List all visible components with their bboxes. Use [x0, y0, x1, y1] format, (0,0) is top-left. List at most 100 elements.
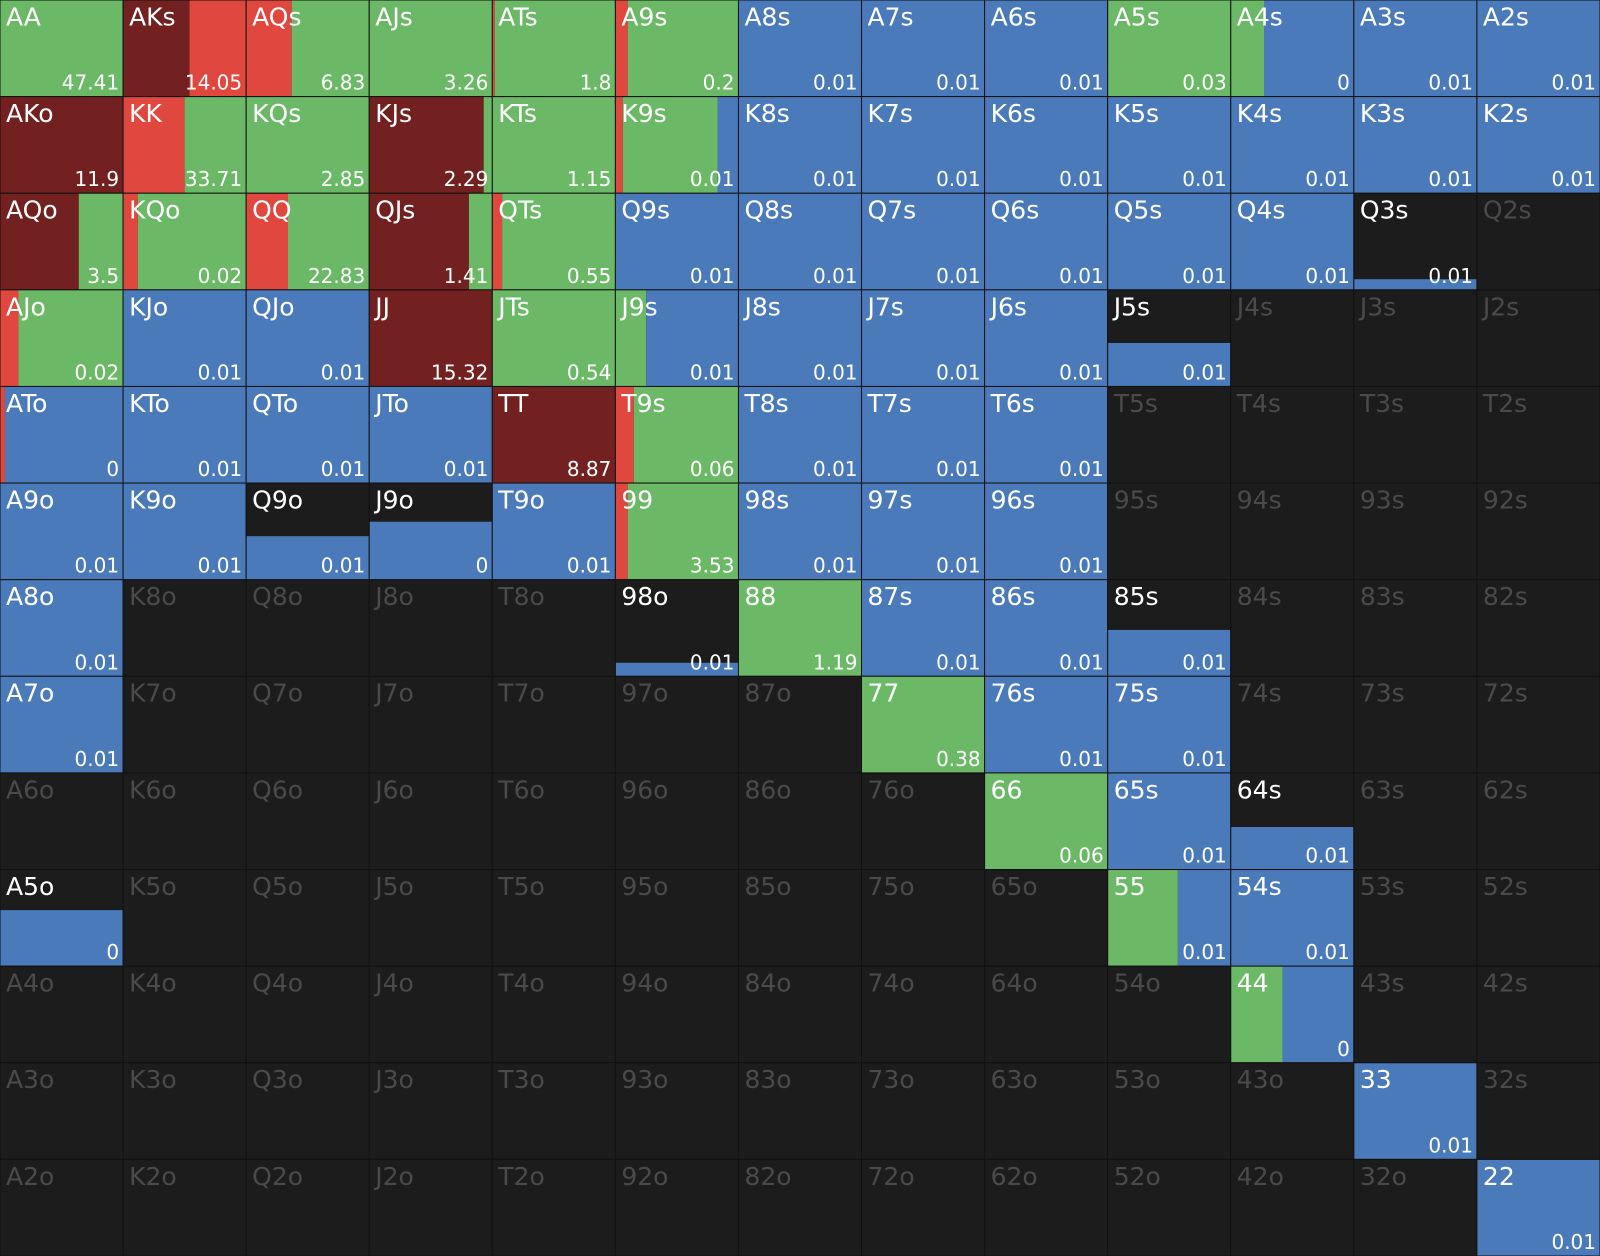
cell[interactable] [246, 966, 370, 1063]
cell[interactable] [1476, 386, 1600, 484]
cell[interactable] [246, 579, 370, 677]
hand-label: J3s [1358, 292, 1396, 321]
cell[interactable] [0, 1159, 124, 1256]
cell[interactable] [369, 772, 493, 870]
cell[interactable] [246, 772, 370, 870]
cell[interactable] [861, 1159, 985, 1256]
cell[interactable] [369, 676, 493, 773]
cell[interactable] [1476, 869, 1600, 967]
cell[interactable] [1353, 966, 1477, 1063]
cell[interactable] [123, 869, 247, 967]
cell[interactable] [738, 676, 862, 773]
cell[interactable] [984, 966, 1108, 1063]
cell[interactable] [246, 1062, 370, 1160]
cell[interactable] [1230, 386, 1354, 484]
cell[interactable] [1353, 579, 1477, 677]
cell[interactable] [738, 772, 862, 870]
cell[interactable] [492, 869, 616, 967]
cell[interactable] [861, 966, 985, 1063]
cell[interactable] [738, 869, 862, 967]
hand-label: K2o [129, 1162, 177, 1191]
cell[interactable] [1476, 289, 1600, 387]
cell[interactable] [0, 966, 124, 1063]
cell[interactable] [492, 772, 616, 870]
cell[interactable] [123, 1062, 247, 1160]
cell[interactable] [246, 676, 370, 773]
cell[interactable] [1353, 772, 1477, 870]
hand-value: 0.02 [198, 264, 243, 288]
cell[interactable] [1353, 483, 1477, 580]
cell[interactable] [123, 579, 247, 677]
cell[interactable] [1353, 676, 1477, 773]
cell[interactable] [738, 1159, 862, 1256]
cell[interactable] [492, 579, 616, 677]
action-segment [1230, 869, 1354, 967]
cell[interactable] [1107, 1159, 1231, 1256]
hand-label: KQs [252, 99, 301, 128]
cell[interactable] [369, 966, 493, 1063]
cell[interactable] [615, 772, 739, 870]
cell[interactable] [1107, 483, 1231, 580]
hand-label: K8o [129, 582, 177, 611]
action-segment [492, 193, 503, 290]
cell[interactable] [984, 869, 1108, 967]
cell[interactable] [1230, 1062, 1354, 1160]
cell[interactable] [1353, 193, 1477, 290]
cell[interactable] [369, 1062, 493, 1160]
cell[interactable] [0, 1062, 124, 1160]
cell[interactable] [369, 579, 493, 677]
cell[interactable] [615, 869, 739, 967]
cell[interactable] [1476, 193, 1600, 290]
cell[interactable] [492, 966, 616, 1063]
cell[interactable] [615, 966, 739, 1063]
hand-label: 84o [744, 969, 791, 998]
cell[interactable] [738, 1062, 862, 1160]
cell[interactable] [861, 1062, 985, 1160]
cell[interactable] [123, 676, 247, 773]
cell[interactable] [861, 869, 985, 967]
cell[interactable] [492, 676, 616, 773]
cell[interactable] [738, 966, 862, 1063]
cell[interactable] [123, 1159, 247, 1256]
cell[interactable] [1476, 676, 1600, 773]
cell[interactable] [615, 1062, 739, 1160]
cell[interactable] [1107, 966, 1231, 1063]
cell[interactable] [615, 1159, 739, 1256]
cell[interactable] [615, 676, 739, 773]
cell[interactable] [1476, 966, 1600, 1063]
cell[interactable] [861, 772, 985, 870]
cell[interactable] [369, 1159, 493, 1256]
cell[interactable] [1230, 1159, 1354, 1256]
cell[interactable] [1353, 289, 1477, 387]
action-segment [1476, 1159, 1600, 1256]
hand-value: 0.06 [690, 457, 735, 481]
cell[interactable] [1230, 289, 1354, 387]
cell[interactable] [1476, 772, 1600, 870]
cell[interactable] [246, 1159, 370, 1256]
hand-label: ATs [498, 2, 537, 31]
cell[interactable] [1476, 1062, 1600, 1160]
cell[interactable] [1353, 386, 1477, 484]
cell[interactable] [1230, 483, 1354, 580]
hand-value: 0.01 [1059, 360, 1104, 384]
cell[interactable] [984, 1159, 1108, 1256]
cell[interactable] [369, 869, 493, 967]
cell[interactable] [984, 1062, 1108, 1160]
cell[interactable] [123, 966, 247, 1063]
cell[interactable] [246, 869, 370, 967]
cell[interactable] [492, 1062, 616, 1160]
cell[interactable] [1476, 483, 1600, 580]
cell[interactable] [1476, 579, 1600, 677]
cell[interactable] [492, 1159, 616, 1256]
cell[interactable] [1107, 1062, 1231, 1160]
cell[interactable] [1353, 869, 1477, 967]
cell[interactable] [1353, 1159, 1477, 1256]
cell[interactable] [1230, 579, 1354, 677]
cell[interactable] [1230, 676, 1354, 773]
cell[interactable] [1107, 386, 1231, 484]
cell[interactable] [0, 772, 124, 870]
cell[interactable] [123, 772, 247, 870]
hand-value: 0.01 [1428, 71, 1473, 95]
hand-label: J2o [373, 1162, 414, 1191]
cell[interactable] [615, 579, 739, 677]
